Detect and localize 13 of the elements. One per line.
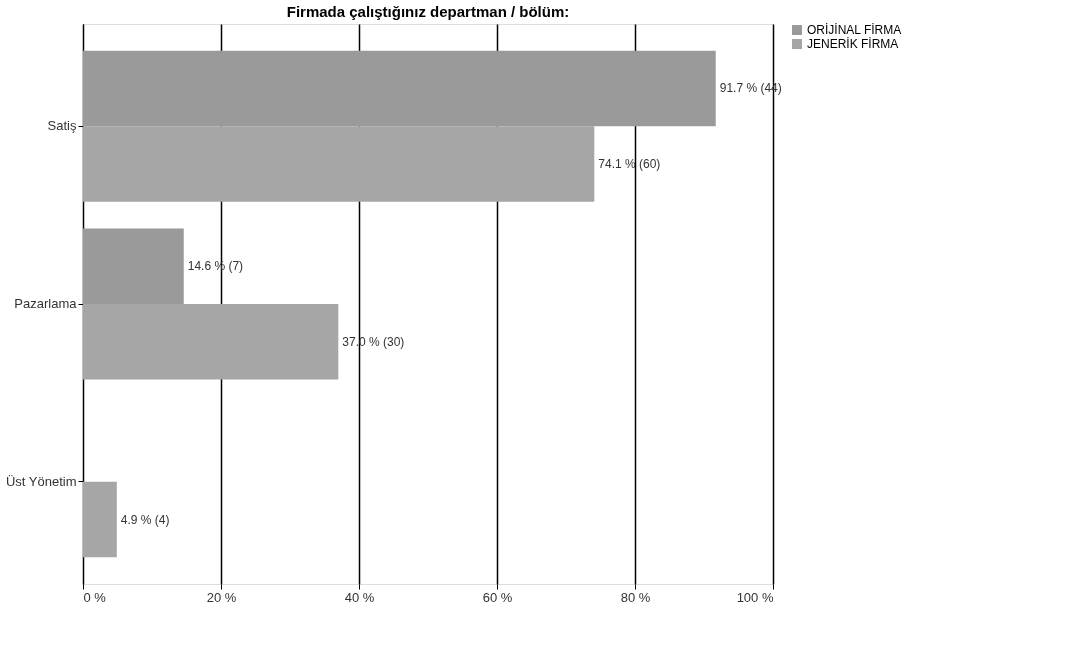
- x-tick-label: 20 %: [206, 589, 237, 605]
- x-tick-label: 0 %: [83, 589, 107, 605]
- chart-title: Firmada çalıştığınız departman / bölüm:: [286, 3, 570, 20]
- x-tick-label: 60 %: [482, 589, 513, 605]
- x-tick-label: 80 %: [620, 589, 651, 605]
- x-tick-label: 100 %: [736, 589, 774, 605]
- y-tick-label: Üst Yönetim: [5, 473, 77, 489]
- legend-label: ORİJİNAL FİRMA: [807, 23, 902, 37]
- x-tick-label: 40 %: [344, 589, 375, 605]
- legend-label: JENERİK FİRMA: [807, 37, 899, 51]
- data-label: 4.9 % (4): [120, 512, 170, 527]
- y-tick-label: Satiş: [47, 118, 77, 134]
- y-tick-label: Pazarlama: [14, 296, 78, 311]
